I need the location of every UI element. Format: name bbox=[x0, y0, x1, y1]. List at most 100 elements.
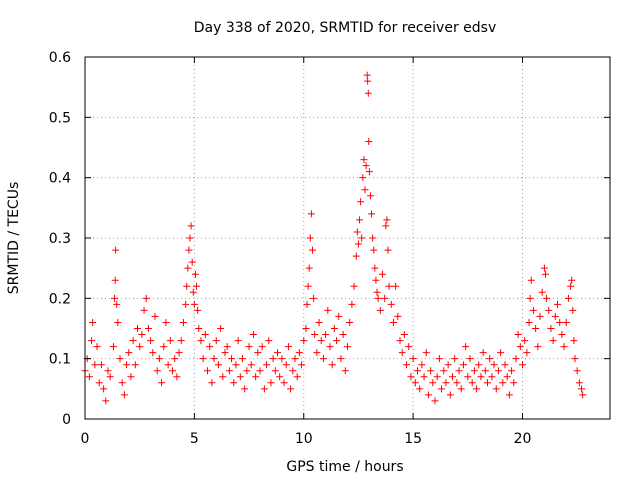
data-point bbox=[335, 312, 343, 320]
data-point bbox=[158, 379, 166, 387]
data-point bbox=[193, 282, 201, 290]
data-point bbox=[381, 294, 389, 302]
data-point bbox=[138, 331, 146, 339]
data-point bbox=[260, 385, 268, 393]
data-point bbox=[440, 367, 448, 375]
data-point bbox=[217, 325, 225, 332]
data-point bbox=[545, 306, 553, 314]
data-point bbox=[91, 361, 99, 369]
data-point bbox=[185, 246, 193, 254]
data-point bbox=[357, 198, 365, 206]
data-point bbox=[384, 246, 392, 254]
data-point bbox=[177, 337, 185, 345]
data-point bbox=[249, 331, 257, 339]
data-point bbox=[118, 379, 126, 387]
data-point bbox=[424, 391, 432, 399]
data-point bbox=[567, 282, 575, 290]
data-point bbox=[153, 367, 161, 375]
data-point bbox=[394, 312, 402, 320]
data-point bbox=[385, 282, 393, 290]
data-point bbox=[187, 222, 195, 230]
data-point bbox=[293, 373, 301, 381]
data-point bbox=[521, 337, 529, 345]
data-point bbox=[541, 270, 549, 278]
data-point bbox=[564, 294, 572, 302]
data-point bbox=[304, 282, 312, 290]
data-point bbox=[241, 385, 249, 393]
data-point bbox=[477, 373, 485, 381]
data-point bbox=[374, 294, 382, 302]
data-point bbox=[525, 318, 533, 326]
data-point bbox=[407, 373, 415, 381]
data-point bbox=[89, 318, 97, 326]
data-point bbox=[300, 337, 308, 345]
data-point bbox=[219, 373, 227, 381]
data-point bbox=[291, 355, 299, 363]
data-point bbox=[289, 367, 297, 375]
data-point bbox=[364, 89, 372, 97]
data-point bbox=[435, 355, 443, 363]
data-point bbox=[173, 373, 181, 381]
data-point bbox=[191, 270, 199, 278]
data-point bbox=[420, 373, 428, 381]
data-point bbox=[373, 288, 381, 296]
data-point bbox=[444, 361, 452, 369]
data-point bbox=[197, 337, 205, 345]
data-point bbox=[501, 361, 509, 369]
data-points bbox=[81, 71, 587, 405]
data-point bbox=[127, 373, 135, 381]
data-point bbox=[322, 331, 330, 339]
data-point bbox=[414, 367, 421, 375]
data-point bbox=[306, 234, 314, 242]
data-point bbox=[369, 234, 377, 242]
data-point bbox=[295, 349, 303, 357]
data-point bbox=[354, 240, 362, 248]
data-point bbox=[350, 282, 358, 290]
data-point bbox=[571, 355, 579, 363]
data-point bbox=[459, 361, 467, 369]
data-point bbox=[116, 355, 124, 363]
data-point bbox=[284, 343, 292, 351]
data-point bbox=[392, 282, 400, 290]
data-point bbox=[183, 282, 191, 290]
data-point bbox=[427, 367, 435, 375]
data-point bbox=[508, 367, 516, 375]
data-point bbox=[326, 343, 334, 351]
data-point bbox=[341, 367, 349, 375]
data-point bbox=[446, 391, 454, 399]
data-point bbox=[228, 355, 236, 363]
data-point bbox=[379, 270, 386, 278]
data-point bbox=[179, 318, 187, 326]
data-point bbox=[206, 343, 214, 351]
y-tick-label: 0 bbox=[62, 412, 71, 428]
y-tick-label: 0.5 bbox=[49, 110, 71, 126]
data-point bbox=[330, 325, 338, 332]
data-point bbox=[529, 306, 537, 314]
y-tick-label: 0.2 bbox=[49, 291, 71, 307]
data-point bbox=[109, 343, 117, 351]
x-tick-label: 5 bbox=[190, 431, 199, 447]
data-point bbox=[333, 337, 341, 345]
data-point bbox=[549, 337, 557, 345]
y-axis-label: SRMTID / TECUs bbox=[6, 182, 22, 295]
data-point bbox=[429, 379, 437, 387]
data-point bbox=[267, 379, 275, 387]
data-point bbox=[532, 325, 540, 332]
x-tick-labels: 0 5 10 15 20 bbox=[81, 431, 532, 447]
data-point bbox=[182, 300, 190, 308]
y-tick-label: 0.3 bbox=[49, 231, 71, 247]
data-point bbox=[223, 343, 231, 351]
data-point bbox=[370, 246, 378, 254]
data-point bbox=[149, 349, 157, 357]
x-tick-label: 15 bbox=[404, 431, 422, 447]
data-point bbox=[160, 343, 168, 351]
data-point bbox=[258, 343, 266, 351]
data-point bbox=[317, 337, 325, 345]
data-point bbox=[499, 379, 507, 387]
data-point bbox=[578, 385, 586, 393]
data-point bbox=[204, 367, 211, 375]
data-point bbox=[280, 379, 288, 387]
data-point bbox=[376, 306, 384, 314]
data-point bbox=[527, 276, 535, 284]
